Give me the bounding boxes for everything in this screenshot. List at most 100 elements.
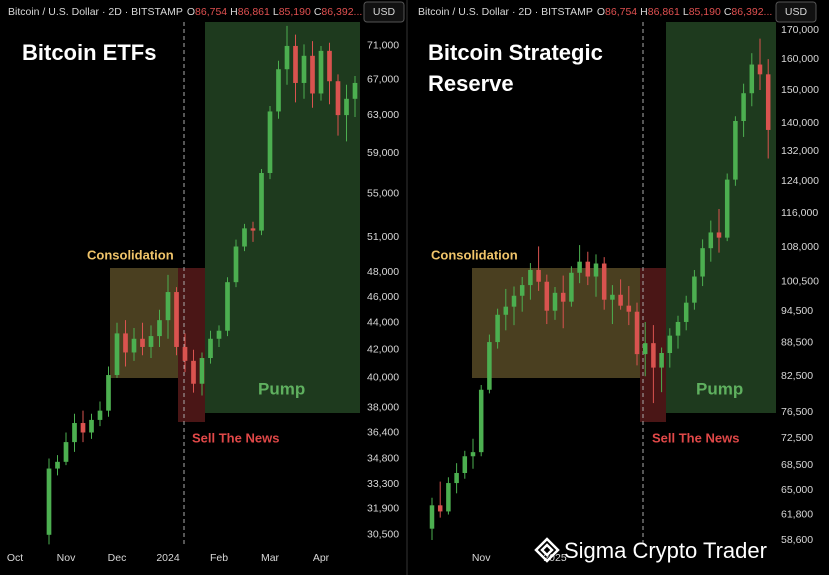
candle-body — [634, 311, 640, 355]
watermark-logo — [534, 537, 560, 563]
header: Bitcoin / U.S. Dollar · 2D · BITSTAMP O86… — [8, 6, 362, 18]
annotation: Consolidation — [87, 247, 174, 262]
candle-body — [89, 419, 94, 433]
candle-body — [503, 306, 509, 315]
candle-body — [446, 483, 451, 512]
candle-body — [626, 305, 632, 312]
annotation: Pump — [258, 379, 305, 398]
candle-body — [55, 461, 60, 469]
y-tick-label: 170,000 — [781, 24, 819, 36]
currency[interactable]: USD — [785, 6, 808, 18]
candle-body — [454, 473, 459, 484]
y-tick-label: 71,000 — [367, 40, 399, 52]
x-tick-label: Nov — [57, 552, 76, 564]
x-tick-label: Mar — [261, 552, 280, 564]
pump-box — [666, 22, 776, 413]
annotation: Sell The News — [652, 430, 739, 445]
candle-body — [601, 263, 607, 300]
watermark-text: Sigma Crypto Trader — [564, 538, 767, 563]
candle-body — [199, 358, 205, 384]
currency-button[interactable] — [363, 1, 405, 23]
candle-body — [276, 69, 281, 112]
source: Bitcoin / U.S. Dollar · 2D · BITSTAMP — [418, 6, 593, 18]
y-tick-label: 40,000 — [367, 372, 399, 384]
candle-body — [352, 82, 358, 99]
candle-body — [544, 281, 550, 311]
pump-box — [205, 22, 360, 413]
y-tick-label: 67,000 — [367, 73, 399, 85]
candle-body — [708, 232, 714, 249]
candle-body — [131, 338, 137, 353]
candle-body — [165, 292, 171, 321]
ohlc-label: H — [640, 6, 648, 18]
candle-body — [552, 292, 558, 311]
y-tick-label: 140,000 — [781, 117, 819, 129]
candle-body — [208, 338, 213, 359]
candle-body — [80, 423, 86, 433]
annotation: Pump — [696, 379, 743, 398]
annotation: Sell The News — [192, 430, 279, 445]
watermark: Sigma Crypto Trader — [534, 537, 767, 564]
source: Bitcoin / U.S. Dollar · 2D · BITSTAMP — [8, 6, 183, 18]
currency[interactable]: USD — [373, 6, 396, 18]
y-tick-label: 116,000 — [781, 207, 818, 219]
candle-body — [429, 505, 435, 529]
candle-body — [327, 50, 332, 82]
candle-body — [310, 55, 315, 94]
y-tick-label: 82,500 — [781, 370, 813, 382]
candle-body — [462, 456, 468, 474]
candle-body — [733, 120, 738, 180]
ohlc-value: 86,754 — [195, 6, 227, 18]
ohlc-label: L — [273, 6, 279, 18]
candle-body — [536, 269, 541, 282]
candle-body — [560, 292, 566, 302]
candle-body — [593, 263, 599, 277]
x-tick-label: Nov — [472, 552, 491, 564]
y-tick-label: 65,000 — [781, 484, 813, 496]
candle-body — [267, 111, 273, 174]
candle-body — [344, 98, 349, 116]
ohlc-label: L — [683, 6, 689, 18]
ohlc-value: 85,190 — [279, 6, 311, 18]
x-tick-label: 2025 — [543, 552, 567, 564]
candle-body — [692, 276, 697, 303]
candle-body — [528, 269, 533, 286]
candle-body — [63, 442, 69, 462]
x-tick-label: 2024 — [156, 552, 180, 564]
y-tick-label: 88,500 — [781, 336, 813, 348]
candle-body — [495, 314, 500, 343]
candle-body — [478, 389, 484, 453]
candle-body — [335, 81, 341, 116]
candle-body — [114, 333, 120, 376]
candle-body — [724, 179, 730, 238]
ohlc-label: C — [724, 6, 732, 18]
candle-body — [157, 320, 162, 337]
candle-body — [242, 228, 247, 247]
candle-body — [642, 343, 648, 355]
y-tick-label: 72,500 — [781, 432, 813, 444]
candle-body — [216, 330, 222, 339]
consolidation-box — [110, 268, 178, 378]
y-tick-label: 100,500 — [781, 276, 819, 288]
ohlc-label: O — [187, 6, 195, 18]
candle-body — [716, 232, 722, 238]
candle-body — [519, 285, 525, 296]
candle-body — [301, 55, 307, 83]
candle-body — [675, 321, 681, 336]
y-tick-label: 34,800 — [367, 452, 399, 464]
candle-body — [97, 410, 103, 420]
candle-body — [659, 353, 664, 368]
ohlc-value: 85,190 — [689, 6, 721, 18]
candle-body — [487, 342, 492, 390]
y-tick-label: 51,000 — [367, 231, 399, 243]
candle-body — [191, 360, 196, 384]
ohlc-value: 86,754 — [605, 6, 637, 18]
candle-body — [667, 335, 673, 354]
ohlc-label: H — [230, 6, 238, 18]
ohlc-label: C — [314, 6, 322, 18]
ohlc-value: 86,861 — [238, 6, 270, 18]
candle-body — [72, 423, 77, 443]
currency-button[interactable] — [775, 1, 817, 23]
candle-body — [757, 64, 763, 75]
